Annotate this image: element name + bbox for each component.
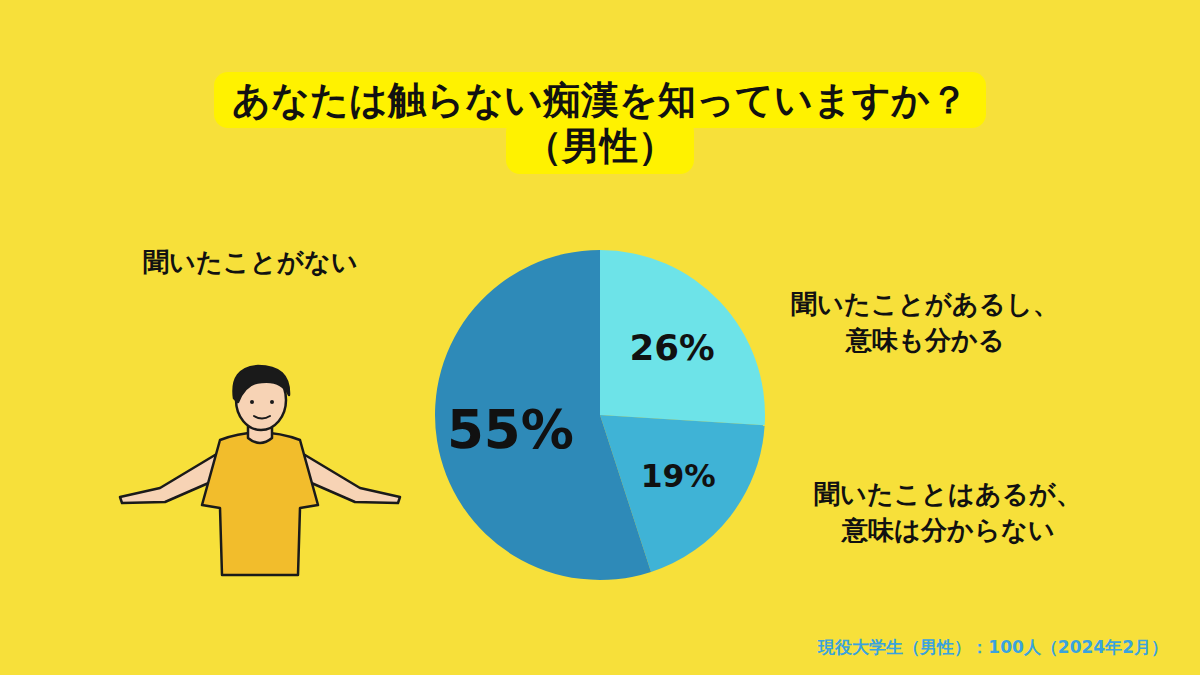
pie-slice	[435, 250, 651, 580]
person-eye	[250, 400, 254, 404]
pie-slice	[600, 250, 765, 425]
person-part	[202, 433, 318, 576]
person-part	[254, 416, 270, 419]
category-label-line: 意味も分かる	[845, 325, 1005, 355]
data-label: 26%	[630, 327, 715, 368]
category-label-line: 聞いたことはあるが、	[814, 479, 1082, 509]
person-illustration	[120, 366, 400, 575]
person-part	[234, 366, 290, 402]
person-eye	[270, 400, 274, 404]
title-highlight	[214, 72, 986, 174]
data-label: 19%	[641, 458, 716, 494]
data-label: 55%	[447, 399, 574, 460]
category-label-line: 意味は分からない	[841, 515, 1055, 545]
title: あなたは触らない痴漢を知っていますか？	[232, 78, 968, 122]
category-label: 聞いたことがあるし、意味も分かる	[791, 289, 1059, 355]
category-label-line: 聞いたことがあるし、	[791, 289, 1059, 319]
chart: あなたは触らない痴漢を知っていますか？（男性） 26% 19% 55% 聞いたことがある…	[0, 0, 1200, 675]
annotation: 現役大学生（男性）：100人（2024年2月）	[817, 637, 1168, 657]
title-box	[506, 118, 694, 174]
background	[0, 0, 1200, 675]
data-labels: 26% 19% 55%	[447, 327, 716, 494]
category-label: 聞いたことはあるが、意味は分からない	[814, 479, 1082, 545]
category-label-line: 聞いたことがない	[143, 247, 358, 277]
category-label: 聞いたことがない	[143, 247, 358, 277]
subtitle: （男性）	[524, 124, 676, 168]
title-box	[214, 72, 986, 128]
pie	[435, 250, 765, 580]
title-group: あなたは触らない痴漢を知っていますか？（男性）	[214, 72, 986, 174]
